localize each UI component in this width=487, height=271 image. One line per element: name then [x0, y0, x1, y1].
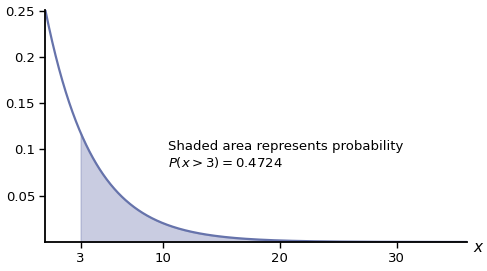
- Text: Shaded area represents probability: Shaded area represents probability: [169, 140, 404, 153]
- Text: $P(x > 3) = 0.4724$: $P(x > 3) = 0.4724$: [169, 155, 283, 170]
- Text: x: x: [473, 240, 482, 255]
